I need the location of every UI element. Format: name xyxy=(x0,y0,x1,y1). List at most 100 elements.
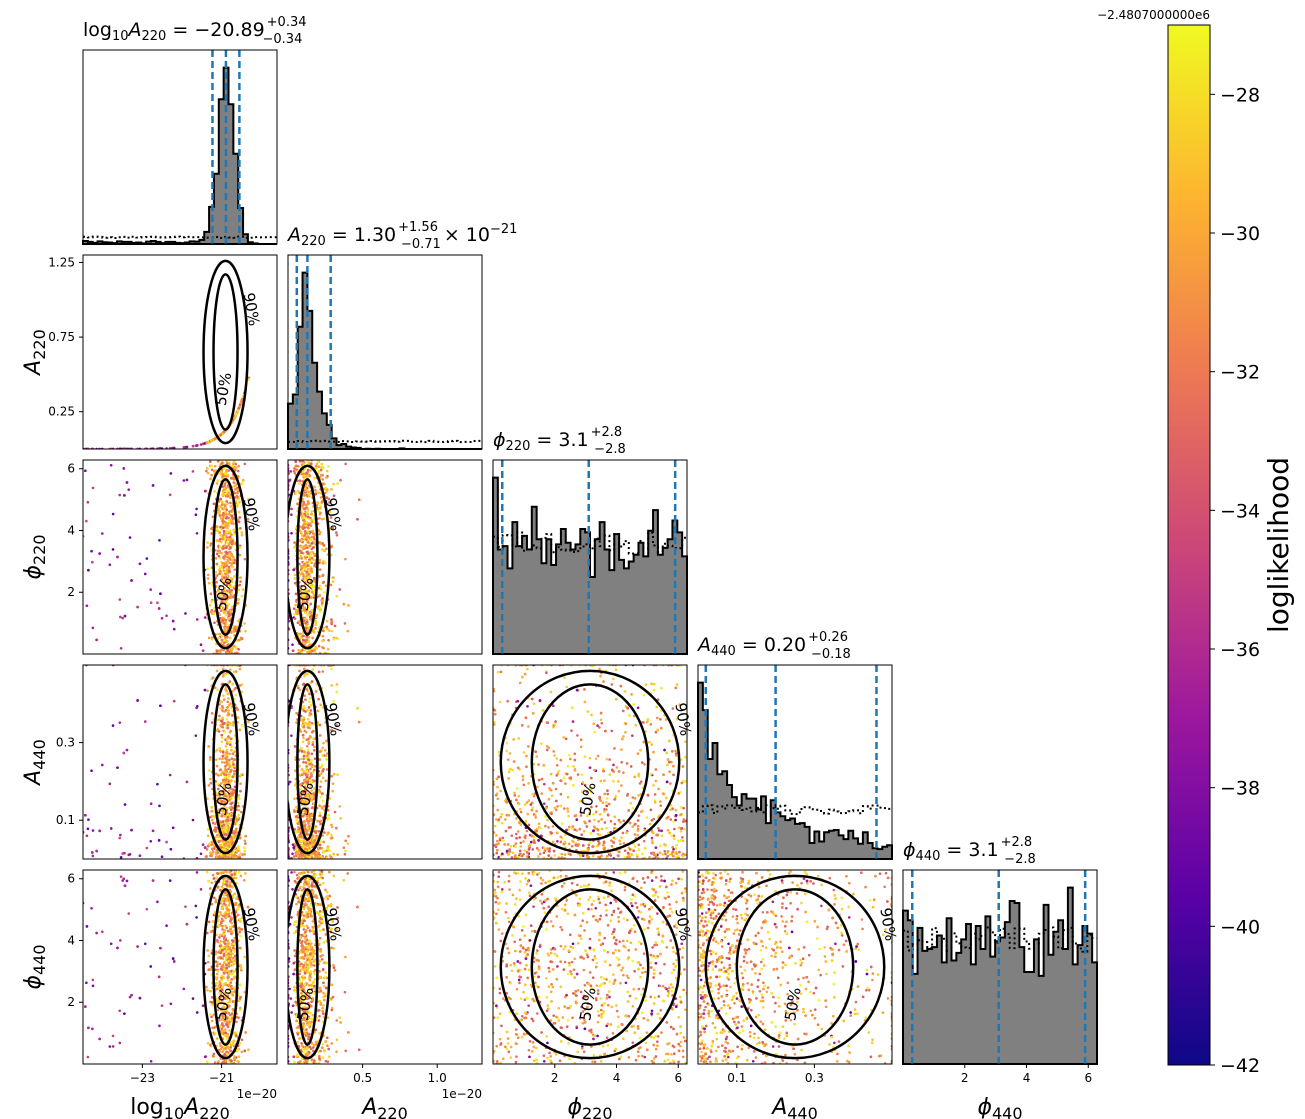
sample-point xyxy=(291,649,295,652)
sample-point xyxy=(231,752,235,755)
sample-point xyxy=(309,518,313,522)
sample-point xyxy=(211,843,214,846)
sample-point xyxy=(230,533,233,537)
sample-point xyxy=(307,523,310,526)
sample-point xyxy=(304,538,308,541)
sample-point xyxy=(224,600,227,604)
sample-point xyxy=(210,840,214,844)
sample-point xyxy=(121,616,124,620)
sample-point xyxy=(95,638,98,642)
sample-point xyxy=(238,667,242,671)
sample-point xyxy=(292,469,296,473)
sample-point xyxy=(230,514,234,518)
sample-point xyxy=(222,526,225,529)
sample-point xyxy=(327,629,331,632)
sample-point xyxy=(225,490,228,494)
sample-point xyxy=(225,717,229,721)
sample-point xyxy=(215,649,219,653)
sample-point xyxy=(290,531,293,535)
sample-point xyxy=(220,733,224,737)
sample-point xyxy=(318,584,322,588)
sample-point xyxy=(307,597,311,601)
sample-point xyxy=(307,536,310,539)
sample-point xyxy=(231,760,235,764)
sample-point xyxy=(306,531,310,534)
sample-point xyxy=(98,552,101,555)
sample-point xyxy=(207,769,211,772)
sample-point xyxy=(223,730,227,734)
sample-point xyxy=(206,471,210,475)
sample-point xyxy=(241,478,245,482)
sample-point xyxy=(290,507,293,511)
y-tick-label: 2 xyxy=(67,585,75,599)
sample-point xyxy=(298,562,301,566)
sample-point xyxy=(330,620,334,624)
sample-point xyxy=(123,494,126,497)
sample-point xyxy=(322,629,325,633)
y-tick-label: 6 xyxy=(67,462,75,476)
sample-point xyxy=(238,775,242,778)
sample-point xyxy=(309,567,312,571)
sample-point xyxy=(335,531,338,534)
sample-point xyxy=(329,545,333,549)
sample-point xyxy=(128,852,132,856)
sample-point xyxy=(205,848,209,851)
sample-point xyxy=(239,852,243,856)
sample-point xyxy=(329,500,333,504)
sample-point xyxy=(240,594,244,598)
sample-point xyxy=(201,649,205,652)
sample-point xyxy=(222,516,225,520)
sample-point xyxy=(218,714,221,718)
sample-point xyxy=(210,526,214,530)
sample-point xyxy=(229,740,232,744)
sample-point xyxy=(332,576,335,579)
sample-point xyxy=(219,803,223,806)
sample-point xyxy=(91,486,95,490)
sample-point xyxy=(227,697,230,700)
sample-point xyxy=(303,643,306,647)
sample-point xyxy=(239,580,242,583)
sample-point xyxy=(220,604,223,607)
sample-point xyxy=(220,760,224,764)
sample-point xyxy=(302,590,305,593)
sample-point xyxy=(304,581,307,585)
sample-point xyxy=(302,546,306,549)
sample-point xyxy=(288,478,292,482)
sample-point xyxy=(290,513,293,517)
sample-point xyxy=(303,529,307,533)
sample-point xyxy=(321,634,325,638)
sample-point xyxy=(344,557,347,561)
sample-point xyxy=(321,597,324,600)
sample-point xyxy=(236,469,240,473)
sample-point xyxy=(293,577,297,580)
sample-point xyxy=(318,610,322,613)
sample-point xyxy=(333,624,337,628)
sample-point xyxy=(317,604,321,608)
sample-point xyxy=(312,576,316,580)
sample-point xyxy=(310,542,314,545)
sample-point xyxy=(228,752,231,756)
sample-point xyxy=(326,488,329,491)
sample-point xyxy=(236,409,239,413)
y-tick-label: 0.25 xyxy=(48,405,75,419)
sample-point xyxy=(294,603,298,607)
sample-point xyxy=(294,491,298,495)
sample-point xyxy=(185,478,189,482)
sample-point xyxy=(218,551,222,555)
sample-point xyxy=(247,720,250,724)
sample-point xyxy=(218,606,221,610)
sample-point xyxy=(309,579,313,583)
sample-point xyxy=(184,612,187,615)
sample-point xyxy=(302,503,305,506)
sample-point xyxy=(225,531,228,534)
sample-point xyxy=(228,614,231,617)
sample-point xyxy=(217,507,220,511)
sample-point xyxy=(240,533,244,537)
sample-point xyxy=(222,519,225,523)
sample-point xyxy=(91,829,95,832)
sample-point xyxy=(303,474,306,477)
sample-point xyxy=(226,700,230,704)
sample-point xyxy=(224,570,227,574)
sample-point xyxy=(194,734,198,737)
sample-point xyxy=(234,646,238,649)
